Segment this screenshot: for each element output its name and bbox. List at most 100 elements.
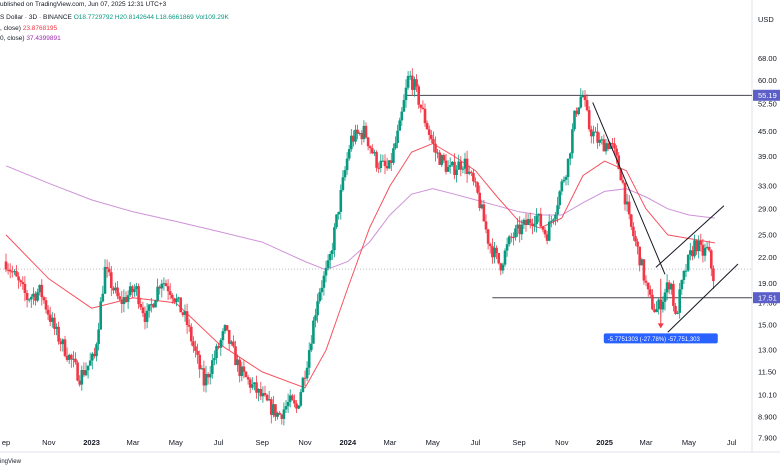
candle-body (440, 155, 444, 165)
price-range-measure: -5.7751303 (-27.78%) -57,751,303 (603, 278, 718, 344)
candle-body (516, 224, 519, 229)
candle-body (457, 161, 460, 170)
candle-body (318, 292, 321, 302)
time-tick-label: May (426, 438, 440, 447)
candle-body (219, 340, 223, 348)
candle-body (339, 190, 343, 212)
candle-body (242, 366, 246, 372)
candle-body (171, 294, 174, 299)
candle-body (406, 76, 410, 88)
candle-body (185, 311, 189, 326)
candle-body (562, 179, 566, 182)
trend-line (667, 263, 739, 333)
candle-body (467, 171, 471, 174)
price-tick-label: 39.00 (758, 152, 777, 161)
candle-body (703, 248, 707, 256)
candle-body (499, 263, 503, 271)
candle-body (274, 404, 277, 417)
candle-body (478, 192, 481, 209)
candle-body (430, 134, 433, 140)
candle-body (425, 123, 429, 130)
candle-body (482, 204, 486, 222)
ma-fast-value: 23.8768195 (22, 25, 58, 32)
candle-body (484, 221, 488, 230)
candle-body (533, 224, 536, 226)
ma-fast-label: , close) (0, 25, 21, 32)
candle-body (40, 284, 44, 298)
candle-body (415, 79, 418, 87)
time-tick-label: Nov (555, 438, 569, 447)
candle-body (8, 269, 12, 272)
candle-body (141, 307, 145, 314)
candle-body (642, 259, 646, 281)
symbol-name[interactable]: S Dollar · 3D · BINANCE (0, 14, 72, 21)
price-badge-box (753, 292, 780, 304)
candle-body (246, 377, 250, 380)
candle-body (225, 325, 229, 330)
candle-body (328, 254, 332, 261)
candle-body (505, 244, 509, 251)
candle-body (377, 167, 380, 169)
candle-body (600, 139, 604, 141)
candle-body (413, 79, 416, 90)
ma-fast-legend[interactable]: , close) 23.8768195 (0, 25, 57, 32)
price-axis: 68.00 60.00 52.50 45.00 39.00 33.00 29.00 25.00… (758, 54, 777, 443)
candle-body (314, 315, 317, 321)
candle-body (299, 392, 303, 406)
candle-body (204, 374, 208, 386)
price-tick-label: 8.900 (758, 413, 777, 422)
candle-body (684, 270, 688, 272)
candle-body (72, 358, 75, 360)
candle-body (341, 177, 345, 190)
candle-body (446, 166, 450, 172)
candle-body (392, 148, 395, 163)
candle-body (206, 374, 210, 378)
candle-body (501, 264, 505, 271)
candle-body (358, 133, 361, 134)
candle-body (263, 393, 267, 395)
candle-body (86, 365, 90, 371)
candle-body (65, 356, 69, 360)
candle-body (661, 301, 665, 310)
candle-body (598, 139, 601, 143)
candle-body (474, 181, 477, 183)
symbol-legend: S Dollar · 3D · BINANCE O18.7729792 H20.… (0, 14, 229, 21)
candle-body (575, 110, 578, 115)
candle-body (368, 146, 372, 149)
candle-body (455, 169, 458, 175)
candle-body (611, 143, 614, 144)
candle-body (227, 330, 231, 344)
candle-body (590, 129, 593, 137)
candle-body (202, 368, 206, 386)
candle-body (173, 298, 176, 302)
candle-body (175, 298, 178, 302)
candle-body (78, 380, 81, 385)
candle-body (476, 182, 479, 193)
time-tick-label: Sep (512, 438, 525, 447)
candle-body (539, 213, 543, 227)
candle-body (486, 229, 490, 244)
time-tick-label: Mar (640, 438, 653, 447)
candle-body (183, 311, 187, 315)
candle-body (105, 267, 109, 269)
candle-body (596, 131, 599, 143)
candle-body (286, 401, 290, 407)
ma-fast-line (5, 142, 715, 389)
candle-body (554, 214, 557, 220)
candle-body (253, 382, 256, 385)
candle-body (181, 312, 185, 315)
candle-body (619, 169, 623, 181)
candle-body (295, 403, 298, 409)
price-tick-label: 10.10 (758, 390, 777, 399)
candle-body (312, 320, 315, 344)
candle-body (400, 111, 404, 121)
candle-body (139, 304, 142, 308)
candle-body (152, 304, 155, 308)
candle-body (46, 309, 50, 315)
candle-body (383, 160, 387, 167)
ma-slow-legend[interactable]: 0, close) 37.4399891 (0, 35, 61, 42)
candle-body (116, 287, 119, 297)
candle-body (53, 317, 56, 329)
candle-body (653, 309, 656, 313)
